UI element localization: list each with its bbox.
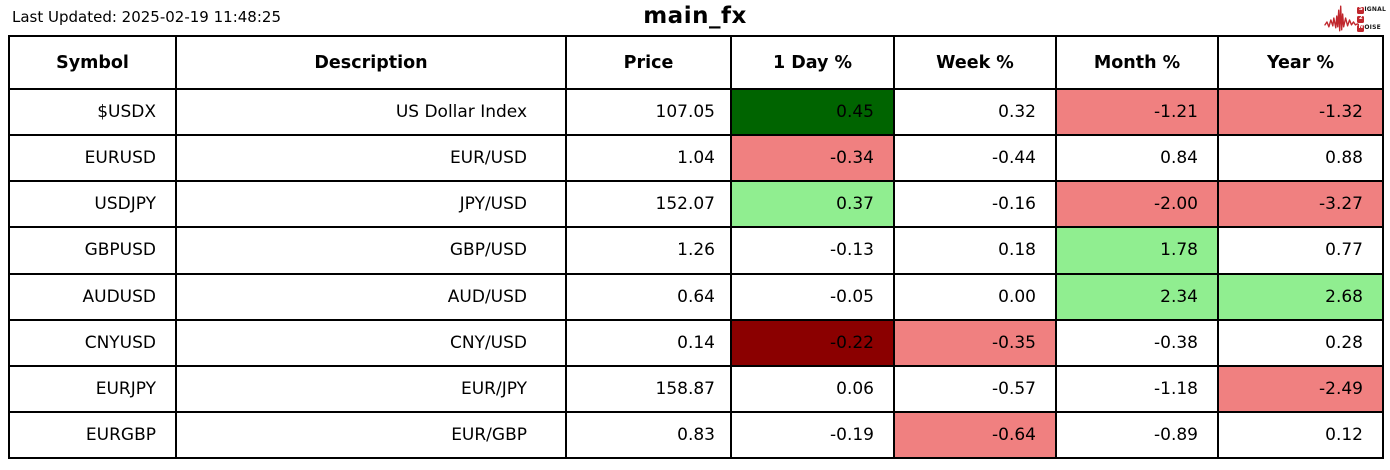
fx-table: Symbol Description Price 1 Day % Week % Month…: [8, 35, 1384, 460]
symbol-cell: EURUSD: [8, 134, 177, 183]
day-pct-cell: -0.13: [730, 226, 895, 275]
table-row: USDJPY JPY/USD 152.07 0.37 -0.16 -2.00 -3.27: [8, 180, 1384, 229]
month-pct-cell: 2.34: [1055, 272, 1219, 321]
week-pct-cell: -0.35: [893, 318, 1057, 367]
week-pct-cell: -0.16: [893, 180, 1057, 229]
symbol-cell: EURJPY: [8, 364, 177, 413]
price-cell: 0.83: [565, 410, 732, 460]
description-cell: US Dollar Index: [175, 87, 567, 137]
table-row: EURJPY EUR/JPY 158.87 0.06 -0.57 -1.18 -2.49: [8, 364, 1384, 413]
month-pct-cell: -1.21: [1055, 87, 1219, 137]
year-pct-cell: 0.28: [1217, 318, 1384, 367]
logo-letter-2: 2: [1357, 15, 1365, 23]
week-pct-cell: 0.32: [893, 87, 1057, 137]
price-cell: 107.05: [565, 87, 732, 137]
price-cell: 152.07: [565, 180, 732, 229]
price-cell: 1.26: [565, 226, 732, 275]
column-header-symbol: Symbol: [8, 35, 177, 90]
symbol-cell: CNYUSD: [8, 318, 177, 367]
price-cell: 158.87: [565, 364, 732, 413]
day-pct-cell: 0.06: [730, 364, 895, 413]
year-pct-cell: 0.88: [1217, 134, 1384, 183]
day-pct-cell: -0.34: [730, 134, 895, 183]
waveform-icon: [1324, 5, 1360, 32]
description-cell: JPY/USD: [175, 180, 567, 229]
year-pct-cell: -2.49: [1217, 364, 1384, 413]
description-cell: CNY/USD: [175, 318, 567, 367]
year-pct-cell: 2.68: [1217, 272, 1384, 321]
week-pct-cell: 0.18: [893, 226, 1057, 275]
year-pct-cell: 0.77: [1217, 226, 1384, 275]
description-cell: EUR/GBP: [175, 410, 567, 460]
table-row: EURUSD EUR/USD 1.04 -0.34 -0.44 0.84 0.88: [8, 134, 1384, 183]
month-pct-cell: -1.18: [1055, 364, 1219, 413]
symbol-cell: $USDX: [8, 87, 177, 137]
price-cell: 1.04: [565, 134, 732, 183]
month-pct-cell: 1.78: [1055, 226, 1219, 275]
month-pct-cell: 0.84: [1055, 134, 1219, 183]
description-cell: GBP/USD: [175, 226, 567, 275]
month-pct-cell: -0.38: [1055, 318, 1219, 367]
table-row: CNYUSD CNY/USD 0.14 -0.22 -0.35 -0.38 0.28: [8, 318, 1384, 367]
description-cell: EUR/USD: [175, 134, 567, 183]
week-pct-cell: -0.44: [893, 134, 1057, 183]
table-row: AUDUSD AUD/USD 0.64 -0.05 0.00 2.34 2.68: [8, 272, 1384, 321]
logo-letter-s: S: [1357, 6, 1365, 14]
signal2noise-logo: S IGNAL 2 N OISE: [1324, 2, 1386, 36]
column-header-month-pct: Month %: [1055, 35, 1219, 90]
description-cell: EUR/JPY: [175, 364, 567, 413]
symbol-cell: AUDUSD: [8, 272, 177, 321]
description-cell: AUD/USD: [175, 272, 567, 321]
page-title: main_fx: [643, 3, 747, 29]
table-row: GBPUSD GBP/USD 1.26 -0.13 0.18 1.78 0.77: [8, 226, 1384, 275]
table-row: $USDX US Dollar Index 107.05 0.45 0.32 -1.21-…: [8, 87, 1384, 137]
column-header-year-pct: Year %: [1217, 35, 1384, 90]
table-header-row: Symbol Description Price 1 Day % Week % Month…: [8, 35, 1384, 90]
last-updated-label: Last Updated: 2025-02-19 11:48:25: [12, 8, 281, 26]
year-pct-cell: -1.32: [1217, 87, 1384, 137]
day-pct-cell: -0.19: [730, 410, 895, 460]
logo-text: S IGNAL 2 N OISE: [1357, 6, 1386, 32]
symbol-cell: USDJPY: [8, 180, 177, 229]
day-pct-cell: -0.05: [730, 272, 895, 321]
week-pct-cell: -0.57: [893, 364, 1057, 413]
day-pct-cell: 0.37: [730, 180, 895, 229]
month-pct-cell: -0.89: [1055, 410, 1219, 460]
column-header-description: Description: [175, 35, 567, 90]
column-header-price: Price: [565, 35, 732, 90]
logo-letter-n: N: [1357, 24, 1365, 32]
column-header-week-pct: Week %: [893, 35, 1057, 90]
symbol-cell: EURGBP: [8, 410, 177, 460]
year-pct-cell: -3.27: [1217, 180, 1384, 229]
week-pct-cell: -0.64: [893, 410, 1057, 460]
month-pct-cell: -2.00: [1055, 180, 1219, 229]
day-pct-cell: 0.45: [730, 87, 895, 137]
week-pct-cell: 0.00: [893, 272, 1057, 321]
symbol-cell: GBPUSD: [8, 226, 177, 275]
price-cell: 0.14: [565, 318, 732, 367]
column-header-day-pct: 1 Day %: [730, 35, 895, 90]
year-pct-cell: 0.12: [1217, 410, 1384, 460]
day-pct-cell: -0.22: [730, 318, 895, 367]
table-row: EURGBP EUR/GBP 0.83 -0.19 -0.64 -0.89 0.12: [8, 410, 1384, 460]
price-cell: 0.64: [565, 272, 732, 321]
